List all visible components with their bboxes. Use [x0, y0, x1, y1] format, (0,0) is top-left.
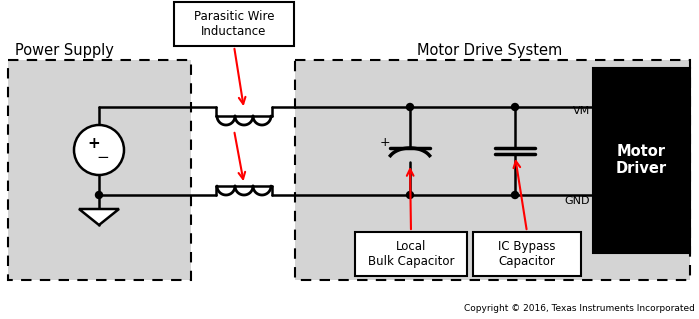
Text: Motor Drive System: Motor Drive System	[417, 42, 563, 57]
Text: −: −	[96, 150, 109, 165]
Text: Local
Bulk Capacitor: Local Bulk Capacitor	[368, 240, 454, 268]
Text: Parasitic Wire
Inductance: Parasitic Wire Inductance	[194, 10, 274, 38]
Bar	[473, 232, 581, 276]
Polygon shape	[79, 209, 119, 225]
Circle shape	[512, 103, 519, 110]
Bar	[593, 68, 690, 253]
Circle shape	[407, 191, 414, 198]
Text: +: +	[380, 137, 390, 150]
Bar	[295, 60, 690, 280]
Text: IC Bypass
Capacitor: IC Bypass Capacitor	[498, 240, 556, 268]
Circle shape	[74, 125, 124, 175]
Bar	[174, 2, 294, 46]
Bar	[355, 232, 467, 276]
Text: Power Supply: Power Supply	[15, 42, 114, 57]
Text: GND: GND	[565, 196, 590, 206]
Bar	[8, 60, 191, 280]
Text: VM: VM	[572, 106, 590, 116]
Text: +: +	[87, 136, 101, 151]
Circle shape	[96, 191, 103, 198]
Text: Copyright © 2016, Texas Instruments Incorporated: Copyright © 2016, Texas Instruments Inco…	[464, 304, 695, 313]
Circle shape	[407, 103, 414, 110]
Circle shape	[512, 191, 519, 198]
Text: Motor
Driver: Motor Driver	[615, 144, 667, 176]
